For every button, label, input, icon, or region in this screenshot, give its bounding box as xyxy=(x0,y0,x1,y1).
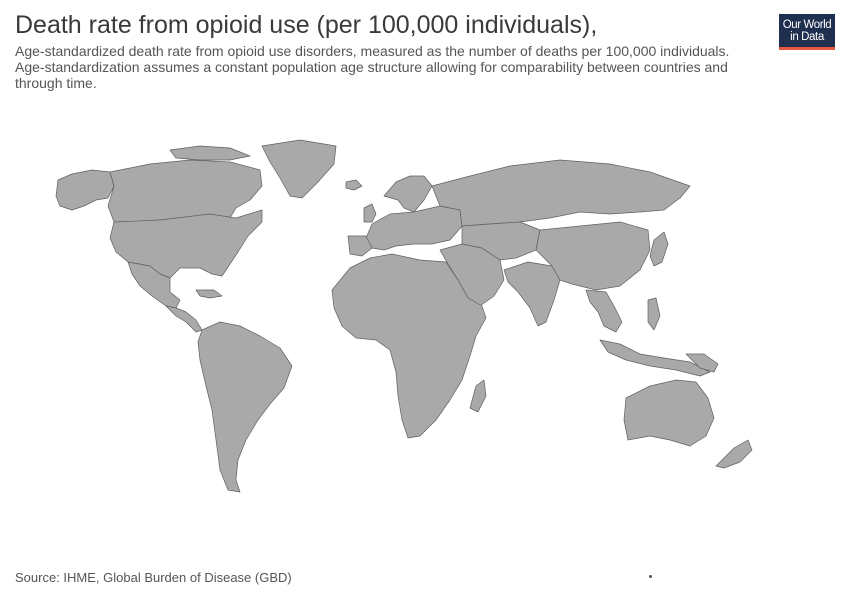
chart-title: Death rate from opioid use (per 100,000 … xyxy=(15,11,598,39)
region-japan[interactable] xyxy=(649,231,669,267)
region-canada[interactable] xyxy=(107,159,263,225)
region-south-asia[interactable] xyxy=(503,261,561,327)
owid-logo[interactable]: Our World in Data xyxy=(779,14,835,50)
region-scandinavia[interactable] xyxy=(383,175,433,213)
region-africa[interactable] xyxy=(331,253,487,439)
region-caribbean[interactable] xyxy=(195,289,223,299)
region-madagascar[interactable] xyxy=(469,379,487,413)
world-map[interactable] xyxy=(0,110,850,500)
region-arctic-islands[interactable] xyxy=(169,145,251,161)
region-indonesia[interactable] xyxy=(599,339,711,377)
region-russia[interactable] xyxy=(431,159,691,227)
region-new-zealand[interactable] xyxy=(715,439,753,469)
region-iceland[interactable] xyxy=(345,179,363,191)
chart-subtitle: Age-standardized death rate from opioid … xyxy=(15,43,730,91)
region-iberia[interactable] xyxy=(347,235,373,257)
region-philippines[interactable] xyxy=(647,297,661,331)
logo-line-1: Our World xyxy=(782,18,832,31)
region-china[interactable] xyxy=(535,221,651,291)
region-mexico[interactable] xyxy=(127,261,181,309)
region-uk[interactable] xyxy=(363,203,377,223)
decorative-dot xyxy=(649,575,652,578)
region-australia[interactable] xyxy=(623,379,715,447)
region-south-america[interactable] xyxy=(197,321,293,493)
region-greenland[interactable] xyxy=(261,139,337,199)
region-central-america[interactable] xyxy=(165,305,203,333)
region-alaska[interactable] xyxy=(55,169,115,211)
region-europe[interactable] xyxy=(365,205,463,251)
region-southeast-asia[interactable] xyxy=(585,289,623,333)
logo-line-2: in Data xyxy=(790,30,824,43)
source-note: Source: IHME, Global Burden of Disease (… xyxy=(15,570,292,585)
region-new-guinea[interactable] xyxy=(685,353,719,373)
region-central-asia[interactable] xyxy=(461,221,541,261)
